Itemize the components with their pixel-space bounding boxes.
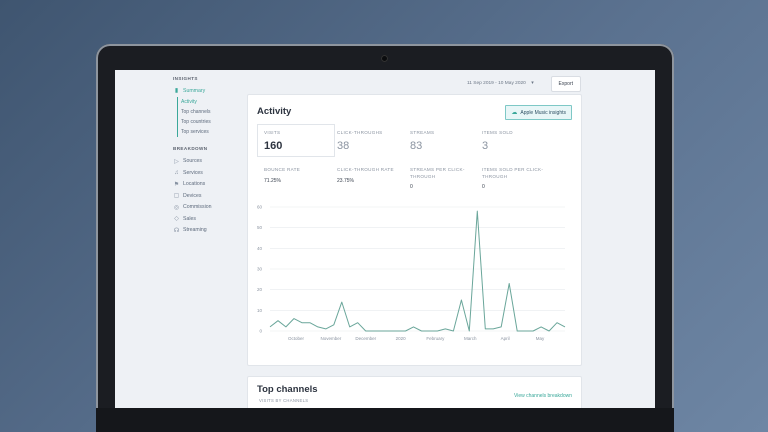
y-tick-label: 30 [257, 267, 263, 272]
x-tick-label: November [320, 336, 341, 341]
top-channels-subtitle: VISITS BY CHANNELS [259, 398, 309, 403]
top-channels-title: Top channels [257, 384, 318, 395]
tag-icon: ◇ [174, 216, 179, 222]
breakdown-section-title: BREAKDOWN [173, 146, 208, 152]
commission-icon: ◎ [173, 204, 180, 211]
sidebar-item-services[interactable]: ♫ Services [173, 167, 253, 179]
metric-visits[interactable]: VISITS 160 [257, 124, 335, 157]
sidebar-item-sales[interactable]: ◇ Sales [173, 213, 253, 225]
sidebar-item-devices[interactable]: ▢ Devices [173, 190, 253, 202]
laptop-base [96, 408, 674, 432]
metric-label: CLICK-THROUGH RATE [337, 167, 394, 172]
metric-value: 83 [410, 139, 423, 152]
metric-label: BOUNCE RATE [264, 167, 301, 172]
subnav-item-top-services[interactable]: Top services [181, 129, 209, 136]
headphones-icon: ☊ [173, 227, 180, 234]
activity-line-chart: 0 10 20 30 40 50 60 October November December 202… [257, 205, 566, 341]
metric-label: VISITS [264, 130, 281, 135]
y-tick-label: 50 [257, 225, 263, 230]
sidebar-item-label: Summary [183, 87, 206, 94]
send-icon: ▷ [174, 158, 179, 165]
metric-value: 3 [482, 139, 489, 152]
top-channels-card: Top channels VISITS BY CHANNELS View cha… [247, 376, 582, 408]
sidebar-item-label: Commission [183, 204, 212, 210]
metric-label: ITEMS SOLD PER CLICK-THROUGH [482, 167, 544, 179]
subnav-item-top-channels[interactable]: Top channels [181, 108, 211, 115]
date-range-picker[interactable]: 11 Sep 2019 - 10 May 2020 ▾ [467, 81, 534, 86]
view-channels-breakdown-link[interactable]: View channels breakdown [513, 393, 572, 399]
x-tick-label: 2020 [396, 336, 407, 341]
metric-click-through-rate[interactable]: CLICK-THROUGH RATE 23.75% [337, 167, 403, 184]
cloud-icon: ☁ [511, 110, 518, 116]
metric-label: ITEMS SOLD [482, 130, 513, 135]
x-tick-label: May [536, 336, 545, 341]
sidebar-item-label: Streaming [183, 227, 207, 233]
insights-section-title: INSIGHTS [173, 76, 198, 81]
metric-click-throughs[interactable]: CLICK-THROUGHS 38 [337, 130, 405, 152]
subnav-item-activity[interactable]: Activity [181, 98, 197, 105]
metric-items-sold[interactable]: ITEMS SOLD 3 [482, 130, 548, 152]
date-range-label: 11 Sep 2019 - 10 May 2020 [467, 81, 526, 86]
apple-music-insights-label: Apple Music insights [520, 109, 566, 116]
metric-label: CLICK-THROUGHS [337, 130, 383, 135]
metric-label: STREAMS PER CLICK-THROUGH [410, 167, 465, 179]
sidebar-item-label: Locations [183, 181, 206, 187]
activity-title: Activity [257, 106, 292, 117]
metric-streams[interactable]: STREAMS 83 [410, 130, 476, 152]
device-icon: ▢ [173, 193, 180, 199]
x-tick-label: December [355, 336, 376, 341]
sidebar-item-label: Devices [183, 192, 202, 199]
apple-music-insights-button[interactable]: ☁ Apple Music insights [505, 105, 572, 120]
sidebar-item-sources[interactable]: ▷ Sources [173, 155, 253, 167]
x-tick-label: March [464, 336, 477, 341]
export-button[interactable]: Export [550, 75, 581, 92]
subnav-item-top-countries[interactable]: Top countries [181, 118, 211, 125]
y-tick-label: 20 [257, 287, 263, 292]
sidebar-item-label: Sales [183, 215, 196, 222]
camera-icon [381, 55, 388, 62]
x-tick-label: February [426, 336, 445, 341]
chevron-down-icon: ▾ [531, 81, 534, 86]
sidebar-item-label: Services [183, 169, 203, 176]
bar-chart-icon: ▮ [174, 88, 179, 95]
metric-value: 23.75% [337, 177, 354, 184]
sidebar-item-label: Sources [183, 158, 203, 164]
music-note-icon: ♫ [174, 169, 179, 176]
sidebar-item-summary[interactable]: ▮ Summary [173, 85, 253, 97]
metric-items-sold-per-click-through[interactable]: ITEMS SOLD PER CLICK-THROUGH 0 [482, 167, 548, 190]
metric-label: STREAMS [410, 130, 435, 135]
sidebar: INSIGHTS ▮ Summary Activity Top channels… [173, 70, 253, 236]
app-screen: INSIGHTS ▮ Summary Activity Top channels… [115, 70, 655, 408]
sidebar-item-commission[interactable]: ◎ Commission [173, 201, 253, 213]
y-tick-label: 0 [259, 329, 262, 334]
activity-card: Activity ☁ Apple Music insights VISITS 1… [247, 94, 582, 366]
y-tick-label: 60 [257, 205, 263, 210]
laptop-frame: INSIGHTS ▮ Summary Activity Top channels… [96, 44, 674, 432]
metric-bounce-rate[interactable]: BOUNCE RATE 71.25% [264, 167, 330, 184]
metric-value: 160 [264, 139, 283, 152]
x-tick-label: October [288, 336, 305, 341]
metric-streams-per-click-through[interactable]: STREAMS PER CLICK-THROUGH 0 [410, 167, 476, 190]
metric-value: 0 [410, 184, 413, 190]
metric-value: 38 [337, 139, 350, 152]
sidebar-item-locations[interactable]: ⚑ Locations [173, 178, 253, 190]
metric-value: 71.25% [264, 177, 281, 184]
y-tick-label: 10 [257, 308, 263, 313]
x-tick-label: April [501, 336, 510, 341]
summary-subnav: Activity Top channels Top countries Top … [177, 96, 253, 138]
metric-value: 0 [482, 184, 485, 190]
topbar: 11 Sep 2019 - 10 May 2020 ▾ Export [467, 75, 581, 92]
flag-icon: ⚑ [173, 181, 180, 188]
y-tick-label: 40 [257, 246, 263, 251]
sidebar-item-streaming[interactable]: ☊ Streaming [173, 224, 253, 236]
visits-series-line [269, 210, 566, 332]
